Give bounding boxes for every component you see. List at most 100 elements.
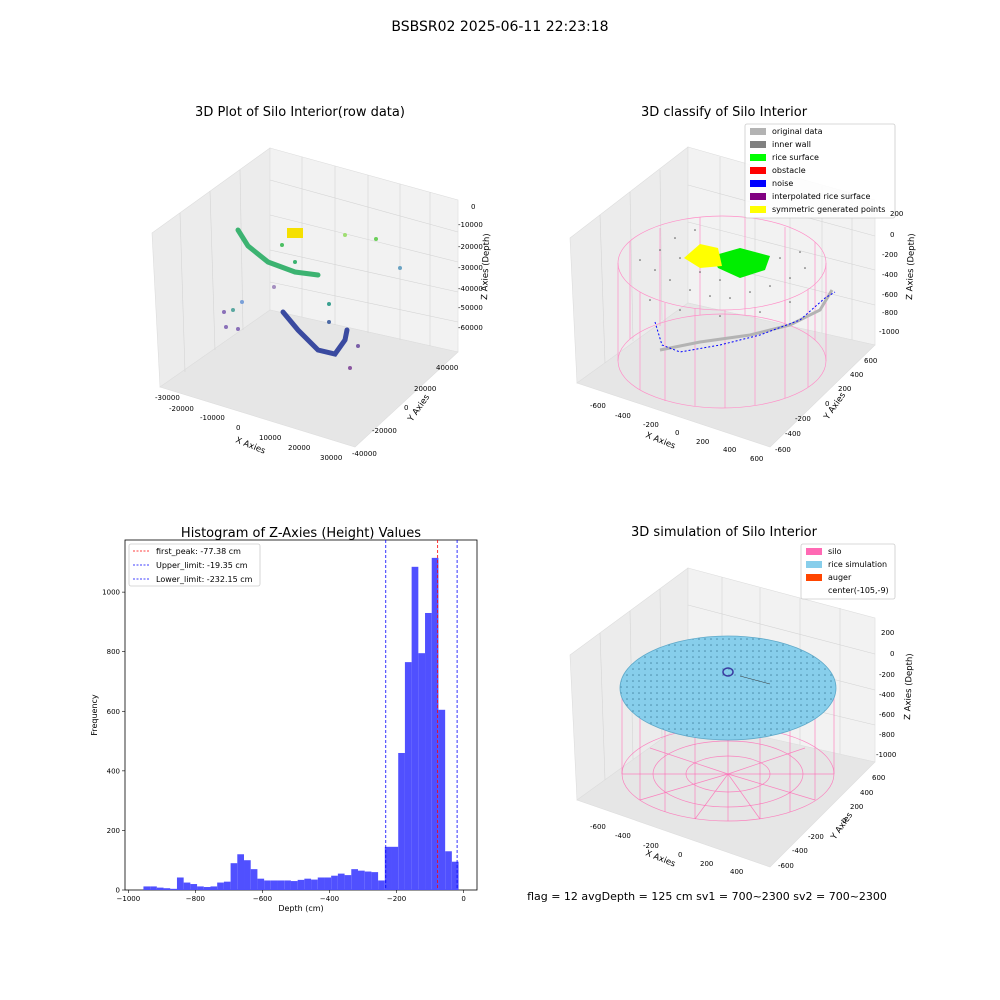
classify-noise-points [654, 291, 836, 353]
histogram-bar [270, 880, 278, 890]
histogram-bar [244, 860, 251, 890]
histogram-bar [337, 873, 345, 890]
histogram-bar [197, 886, 204, 890]
classify-y-tick: 400 [850, 371, 863, 379]
simulation-x-tick: 400 [730, 868, 743, 876]
raw-x-tick: -10000 [200, 414, 225, 422]
legend-label-first-peak: first_peak: -77.38 cm [156, 547, 241, 556]
histogram-bar [297, 879, 305, 890]
legend-label-symmetric: symmetric generated points [772, 205, 885, 214]
simulation-legend-box [800, 543, 896, 600]
legend-label-upper-limit: Upper_limit: -19.35 cm [156, 561, 248, 570]
histogram-bar [163, 888, 171, 890]
simulation-x-tick: 0 [678, 851, 682, 859]
raw-y-tick: 0 [404, 404, 408, 412]
simulation-y-tick: 400 [860, 789, 873, 797]
classify-z-tick: 200 [890, 210, 903, 218]
histogram-bar [250, 869, 258, 890]
simulation-floor-pane [576, 719, 876, 868]
legend-swatch-silo [806, 548, 822, 555]
histogram-y-ticks: 0 200 400 600 800 1000 [102, 589, 125, 895]
classify-x-tick: 600 [750, 455, 763, 463]
histogram-bar [190, 884, 198, 890]
raw-z-tick: -50000 [458, 304, 483, 312]
legend-swatch-noise [750, 180, 766, 187]
simulation-x-tick: 200 [700, 860, 713, 868]
histogram-panel: Histogram of Z-Axies (Height) Values −10… [90, 526, 478, 913]
legend-label-rice-simulation: rice simulation [828, 560, 887, 569]
simulation-y-tick: 600 [872, 774, 885, 782]
histogram-x-ticks: −1000 −800 −600 −400 −200 0 [117, 890, 466, 903]
raw-x-tick: 30000 [320, 454, 342, 462]
legend-swatch-original-data [750, 128, 766, 135]
histogram-y-tick-label: 0 [116, 887, 120, 895]
classify-z-tick: -200 [882, 251, 898, 259]
histogram-bar [418, 653, 426, 890]
histogram-bar [425, 612, 432, 890]
histogram-y-tick-label: 1000 [102, 589, 120, 597]
histogram-bar [156, 887, 164, 890]
classify-y-tick: -400 [785, 430, 801, 438]
raw-green-arc [235, 227, 321, 278]
histogram-bar [384, 846, 392, 890]
histogram-bar [317, 877, 325, 890]
legend-label-inner-wall: inner wall [772, 140, 811, 149]
simulation-z-tick: 0 [890, 650, 894, 658]
histogram-bar [143, 886, 151, 890]
simulation-z-tick: -1000 [876, 751, 896, 759]
classify-x-tick: -400 [615, 412, 631, 420]
raw-z-tick: -20000 [458, 243, 483, 251]
histogram-bar [284, 880, 291, 890]
raw-y-tick: 40000 [436, 364, 458, 372]
legend-swatch-rice-surface [750, 154, 766, 161]
histogram-bar [150, 886, 157, 890]
raw-x-tick: 20000 [288, 444, 310, 452]
simulation-rice-surface [619, 635, 837, 741]
raw-z-tick: 0 [471, 203, 475, 211]
histogram-bar [217, 882, 224, 890]
histogram-x-tick-label: −600 [253, 895, 272, 903]
histogram-bar [223, 881, 231, 890]
histogram-y-label: Frequency [90, 694, 99, 736]
raw-z-tick: -60000 [458, 324, 483, 332]
histogram-x-tick-label: 0 [461, 895, 465, 903]
classify-legend-box [744, 123, 896, 219]
status-line: flag = 12 avgDepth = 125 cm sv1 = 700~23… [527, 890, 887, 903]
histogram-bar [304, 878, 312, 890]
simulation-z-tick: 200 [881, 629, 894, 637]
raw-y-tick: -40000 [352, 450, 377, 458]
legend-swatch-rice-simulation [806, 561, 822, 568]
histogram-bar [170, 888, 177, 890]
raw-floor-pane [159, 309, 459, 448]
histogram-bar [378, 880, 385, 890]
legend-label-obstacle: obstacle [772, 166, 806, 175]
histogram-bar [357, 870, 365, 890]
histogram-reference-lines [385, 540, 458, 890]
classify-inner-wall-points [659, 289, 834, 352]
histogram-bar [331, 875, 338, 890]
classify-silo-wireframe [617, 215, 827, 409]
histogram-bar [203, 887, 211, 890]
simulation-y-label: Y Axies [829, 810, 856, 842]
histogram-x-tick-label: −800 [186, 895, 205, 903]
histogram-bar [391, 846, 399, 890]
histogram-bar [257, 878, 265, 890]
histogram-bar [311, 879, 318, 890]
raw-x-tick: -20000 [169, 405, 194, 413]
histogram-bar [398, 752, 405, 890]
histogram-bar [431, 557, 439, 890]
histogram-y-tick-label: 600 [107, 708, 120, 716]
simulation-legend: silo rice simulation auger center(-105,-… [800, 543, 896, 600]
histogram-bar [351, 869, 358, 890]
raw-scatter-points [222, 228, 402, 370]
legend-swatch-inner-wall [750, 141, 766, 148]
legend-swatch-obstacle [750, 167, 766, 174]
legend-label-lower-limit: Lower_limit: -232.15 cm [156, 575, 253, 584]
histogram-bar [371, 872, 379, 890]
classify-z-label: Z Axies (Depth) [905, 233, 917, 300]
legend-label-noise: noise [772, 179, 793, 188]
classify-legend: original data inner wall rice surface ob… [744, 123, 896, 219]
histogram-x-label: Depth (cm) [278, 904, 323, 913]
histogram-y-tick-label: 400 [107, 767, 120, 775]
simulation-center-line [739, 675, 771, 685]
